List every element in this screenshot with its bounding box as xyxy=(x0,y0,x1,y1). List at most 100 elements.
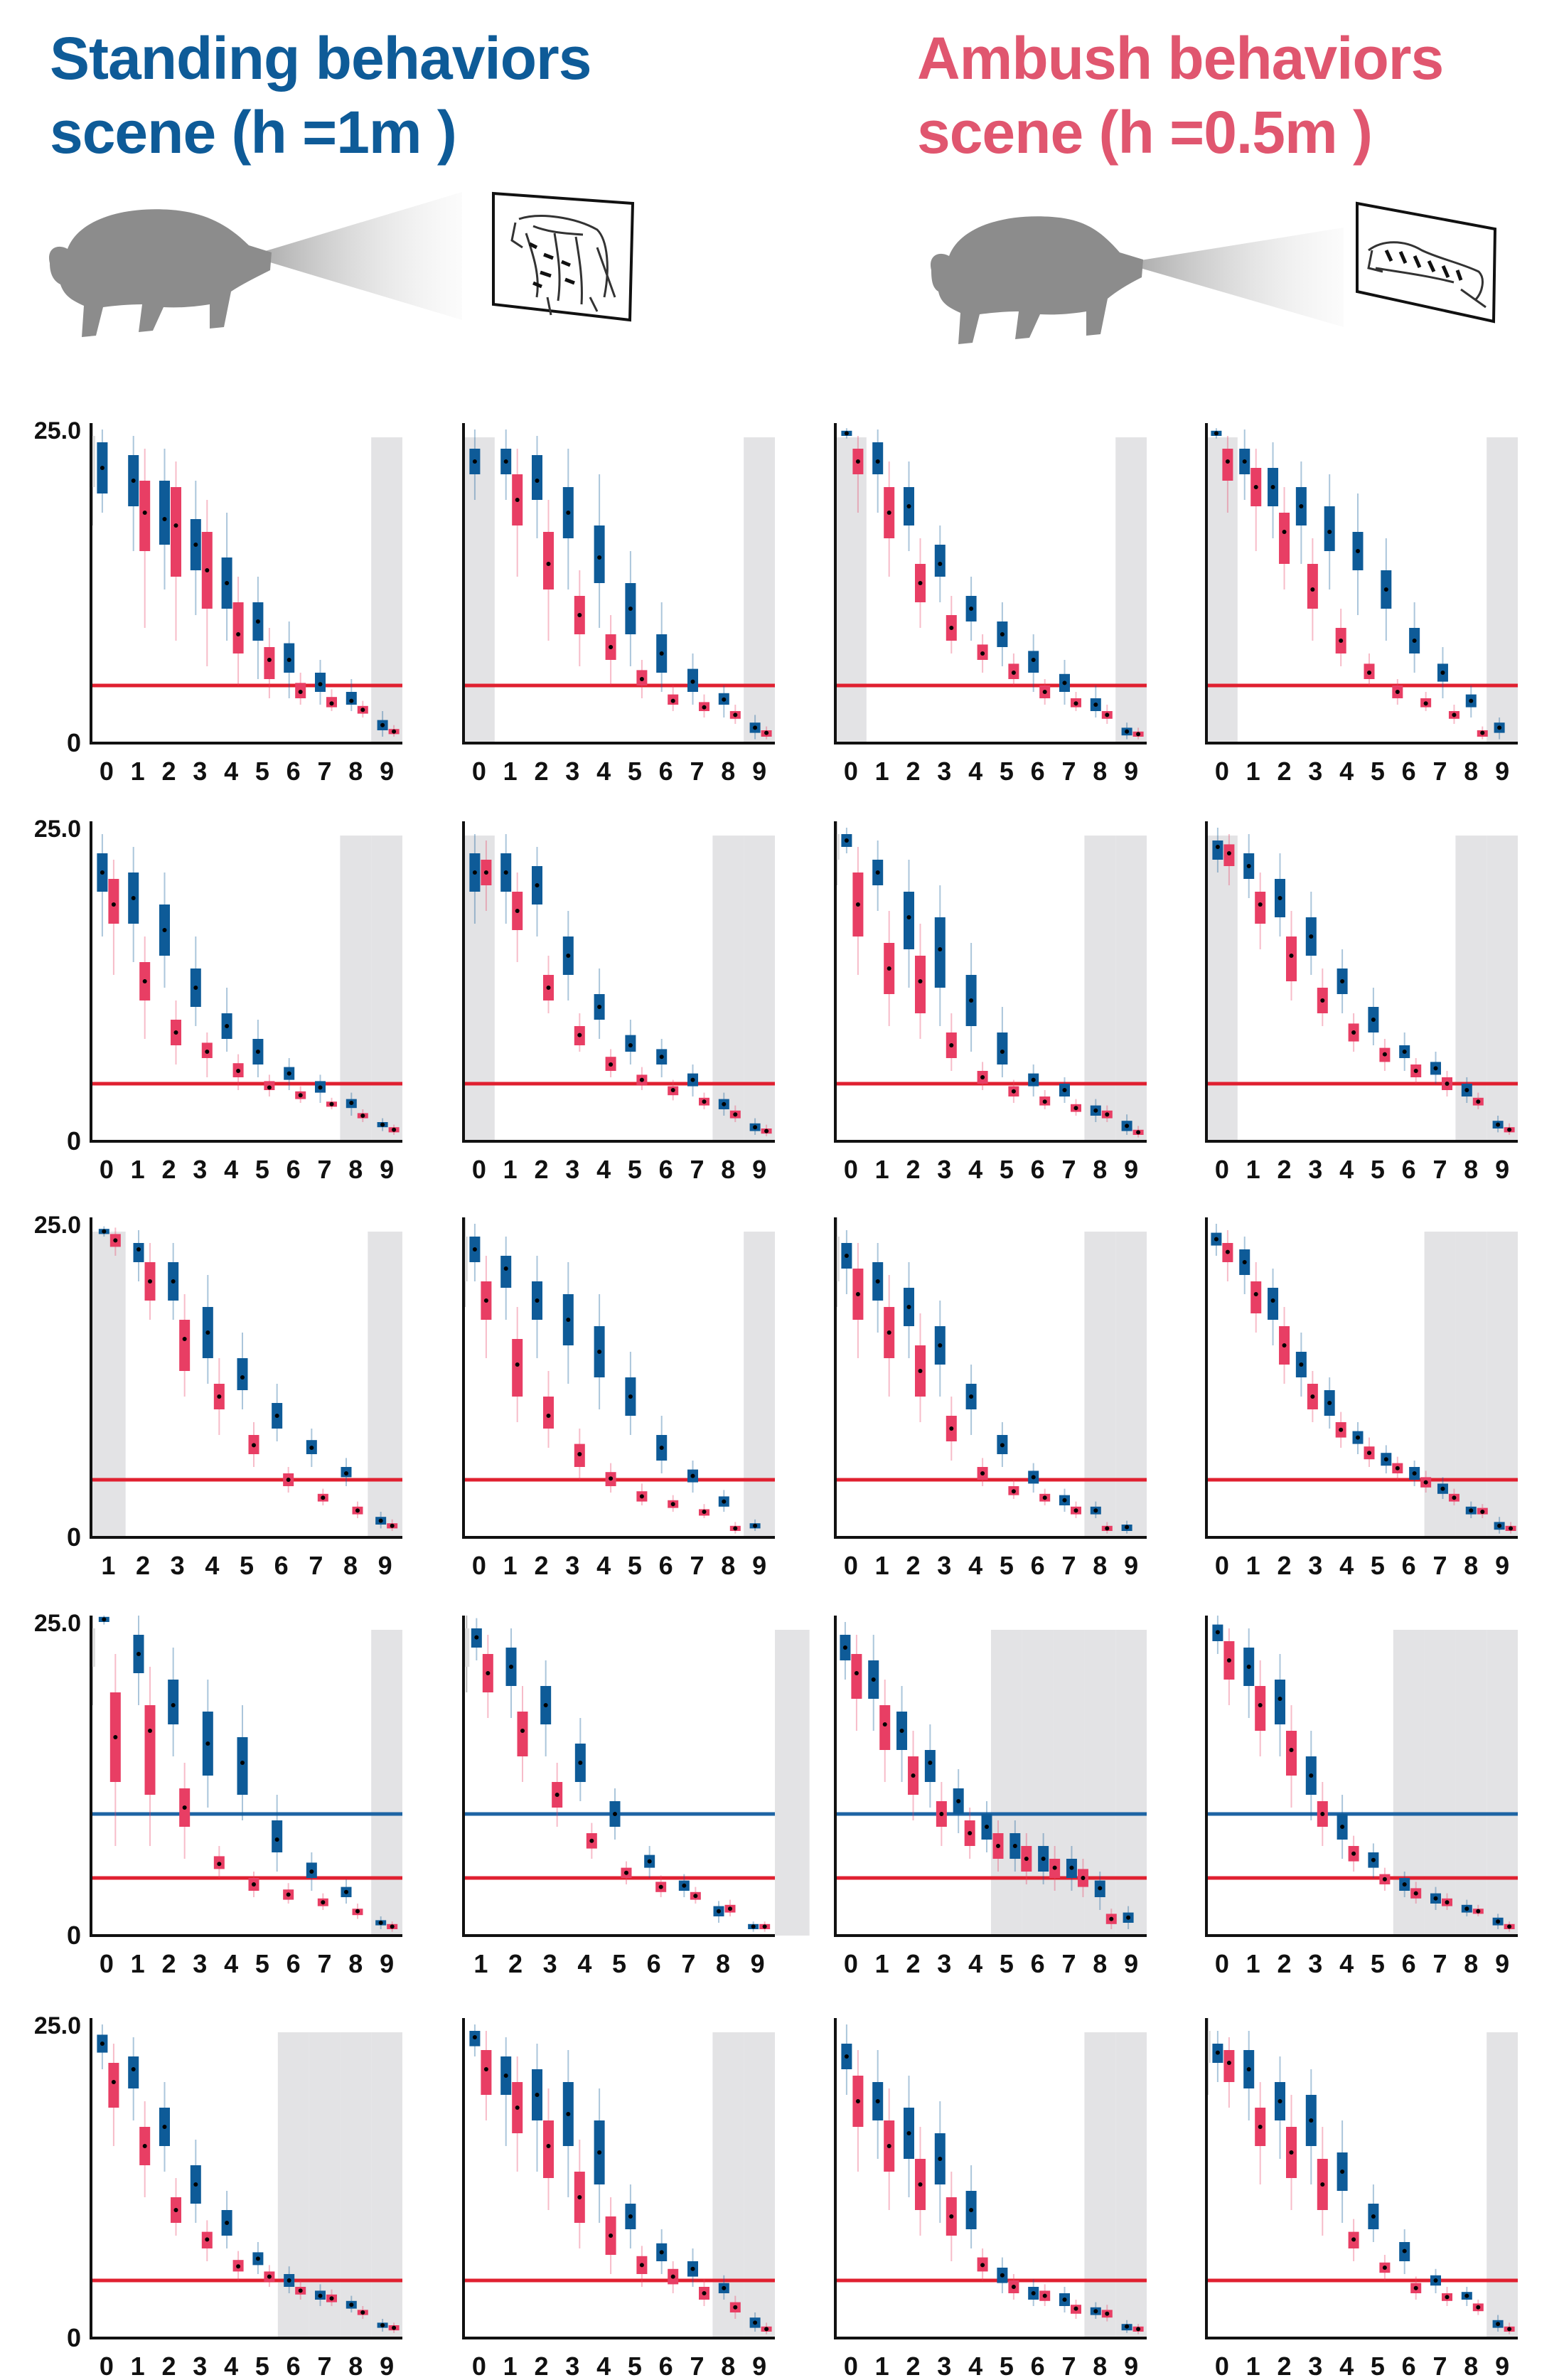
x-tick-label: 4 xyxy=(1339,1949,1354,1978)
x-tick-label: 3 xyxy=(565,757,579,786)
standing-series-box xyxy=(872,442,884,474)
x-tick-label: 2 xyxy=(161,1155,176,1184)
ambush-series-median xyxy=(702,2291,707,2295)
ambush-series-median xyxy=(390,1924,395,1929)
standing-series-median xyxy=(871,1677,876,1682)
ambush-series-median xyxy=(1445,1900,1450,1905)
standing-series-median xyxy=(722,2285,727,2290)
ambush-series-median xyxy=(252,1882,256,1887)
x-tick-label: 6 xyxy=(1402,1155,1416,1184)
x-tick-label: 1 xyxy=(131,2352,145,2380)
ambush-series-median xyxy=(555,1793,559,1797)
x-tick-label: 1 xyxy=(503,757,518,786)
standing-series-median xyxy=(1000,2273,1005,2278)
ambush-series-box xyxy=(481,2050,492,2095)
x-tick-label: 8 xyxy=(721,1155,735,1184)
standing-series-median xyxy=(136,1247,141,1252)
standing-series-median xyxy=(628,2214,633,2219)
ambush-series-median xyxy=(360,2310,365,2315)
chart-panel-r2-c1: 0 1 2 3 4 5 6 7 8 925.00 xyxy=(34,816,402,1184)
standing-series-median xyxy=(131,896,136,900)
standing-series-median xyxy=(597,1350,602,1354)
standing-series-median xyxy=(1214,1237,1218,1242)
standing-series-median xyxy=(1125,729,1130,734)
faint-box xyxy=(464,1628,470,1667)
x-tick-label: 1 xyxy=(1246,757,1260,786)
standing-series-median xyxy=(1098,1886,1103,1891)
standing-series-box xyxy=(168,1680,179,1724)
ambush-series-median xyxy=(267,1085,272,1090)
x-tick-label: 2 xyxy=(534,2352,548,2380)
x-tick-label: 9 xyxy=(1124,1551,1138,1580)
ambush-series-box xyxy=(1250,1281,1262,1313)
standing-series-median xyxy=(906,2131,911,2135)
ambush-series-median xyxy=(577,1452,582,1456)
shaded-band xyxy=(371,836,402,1141)
standing-series-median xyxy=(535,2093,540,2097)
ambush-series-median xyxy=(854,1671,859,1675)
ambush-series-median xyxy=(267,658,272,662)
ambush-series-median xyxy=(702,705,707,710)
x-tick-label: 2 xyxy=(1277,1949,1291,1978)
standing-series-median xyxy=(938,1343,943,1348)
standing-series-median xyxy=(906,1305,911,1309)
x-tick-label: 3 xyxy=(1308,2352,1322,2380)
x-tick-label: 3 xyxy=(193,757,207,786)
ambush-series-median xyxy=(142,511,147,515)
x-tick-label: 2 xyxy=(1277,1155,1291,1184)
ambush-series-median xyxy=(1509,1526,1514,1531)
ambush-series-median xyxy=(1507,1924,1512,1929)
standing-series-median xyxy=(1062,681,1067,685)
x-tick-label: 1 xyxy=(131,757,145,786)
x-tick-label: 4 xyxy=(205,1551,219,1580)
shaded-band xyxy=(712,836,744,1141)
shaded-band xyxy=(1424,1630,1456,1936)
ambush-series-box xyxy=(517,1712,528,1756)
x-tick-label: 2 xyxy=(906,1155,920,1184)
x-tick-label: 0 xyxy=(1215,1949,1229,1978)
ambush-series-median xyxy=(1253,1292,1258,1296)
ambush-series-median xyxy=(980,1075,985,1079)
standing-series-median xyxy=(597,555,602,560)
standing-series-median xyxy=(659,2250,664,2255)
standing-series-median xyxy=(543,1703,548,1707)
shaded-band xyxy=(1455,1630,1487,1936)
standing-series-median xyxy=(472,1247,477,1252)
x-tick-label: 2 xyxy=(1277,1551,1291,1580)
ambush-series-median xyxy=(1081,1876,1086,1880)
standing-series-median xyxy=(193,986,198,990)
shaded-band xyxy=(1115,1630,1147,1936)
standing-series-box xyxy=(924,1750,936,1782)
ambush-series-median xyxy=(609,1062,614,1067)
x-tick-label: 1 xyxy=(1246,2352,1260,2380)
x-tick-label: 9 xyxy=(1124,1155,1138,1184)
standing-series-median xyxy=(875,870,880,875)
x-tick-label: 1 xyxy=(1246,1949,1260,1978)
x-tick-label: 1 xyxy=(1246,1551,1260,1580)
ambush-series-median xyxy=(113,1238,118,1243)
shaded-band xyxy=(371,1630,402,1936)
ambush-series-median xyxy=(1445,1082,1450,1086)
ambush-series-median xyxy=(483,1298,488,1303)
ambush-series-median xyxy=(1480,1510,1485,1514)
x-tick-label: 3 xyxy=(1308,1949,1322,1978)
standing-series-median xyxy=(1270,485,1275,489)
standing-series-median xyxy=(906,915,911,919)
x-tick-label: 0 xyxy=(844,1949,858,1978)
ambush-series-median xyxy=(639,1494,644,1499)
standing-series-median xyxy=(1031,658,1036,662)
standing-series-median xyxy=(844,431,849,436)
x-tick-label: 8 xyxy=(1464,1949,1478,1978)
standing-series-median xyxy=(100,2042,105,2046)
standing-series-median xyxy=(286,2278,291,2283)
ambush-series-median xyxy=(1105,713,1110,717)
standing-series-median xyxy=(1356,1435,1360,1440)
ambush-series-median xyxy=(1476,2305,1481,2310)
ambush-series-median xyxy=(764,1128,769,1133)
ambush-series-box xyxy=(543,532,554,589)
